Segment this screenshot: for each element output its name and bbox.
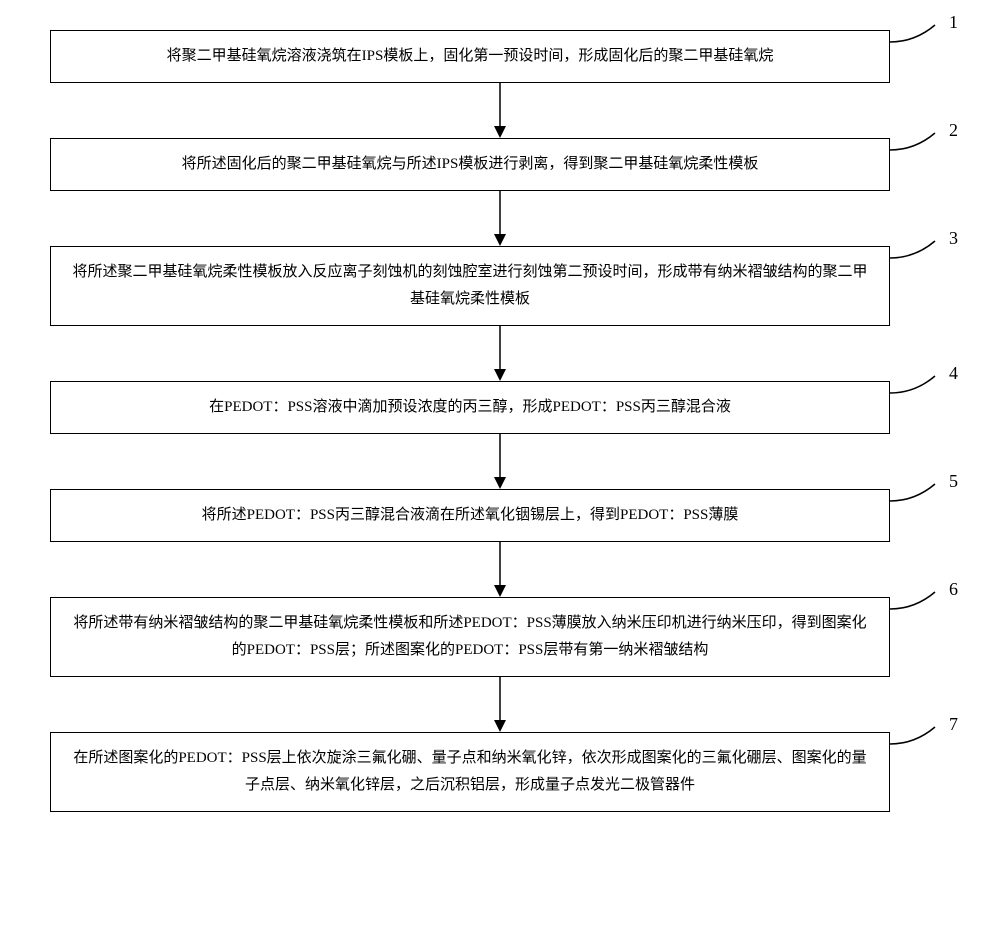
arrow-6-7 [80, 677, 920, 732]
arrow-2-3 [80, 191, 920, 246]
step-box-3: 将所述聚二甲基硅氧烷柔性模板放入反应离子刻蚀机的刻蚀腔室进行刻蚀第二预设时间，形… [50, 246, 890, 326]
step-text-6: 将所述带有纳米褶皱结构的聚二甲基硅氧烷柔性模板和所述PEDOT：PSS薄膜放入纳… [71, 610, 869, 664]
step-text-3: 将所述聚二甲基硅氧烷柔性模板放入反应离子刻蚀机的刻蚀腔室进行刻蚀第二预设时间，形… [71, 259, 869, 313]
step-row-4: 在PEDOT：PSS溶液中滴加预设浓度的丙三醇，形成PEDOT：PSS丙三醇混合… [50, 381, 950, 434]
step-row-2: 将所述固化后的聚二甲基硅氧烷与所述IPS模板进行剥离，得到聚二甲基硅氧烷柔性模板… [50, 138, 950, 191]
callout-6: 6 [890, 597, 950, 627]
step-box-2: 将所述固化后的聚二甲基硅氧烷与所述IPS模板进行剥离，得到聚二甲基硅氧烷柔性模板 [50, 138, 890, 191]
step-number-2: 2 [949, 120, 958, 141]
callout-7: 7 [890, 732, 950, 762]
step-box-4: 在PEDOT：PSS溶液中滴加预设浓度的丙三醇，形成PEDOT：PSS丙三醇混合… [50, 381, 890, 434]
step-box-1: 将聚二甲基硅氧烷溶液浇筑在IPS模板上，固化第一预设时间，形成固化后的聚二甲基硅… [50, 30, 890, 83]
step-text-2: 将所述固化后的聚二甲基硅氧烷与所述IPS模板进行剥离，得到聚二甲基硅氧烷柔性模板 [182, 151, 759, 178]
step-row-1: 将聚二甲基硅氧烷溶液浇筑在IPS模板上，固化第一预设时间，形成固化后的聚二甲基硅… [50, 30, 950, 83]
step-row-5: 将所述PEDOT：PSS丙三醇混合液滴在所述氧化铟锡层上，得到PEDOT：PSS… [50, 489, 950, 542]
step-row-3: 将所述聚二甲基硅氧烷柔性模板放入反应离子刻蚀机的刻蚀腔室进行刻蚀第二预设时间，形… [50, 246, 950, 326]
step-number-1: 1 [949, 12, 958, 33]
step-number-3: 3 [949, 228, 958, 249]
callout-3: 3 [890, 246, 950, 276]
step-text-4: 在PEDOT：PSS溶液中滴加预设浓度的丙三醇，形成PEDOT：PSS丙三醇混合… [209, 394, 731, 421]
callout-5: 5 [890, 489, 950, 519]
step-number-7: 7 [949, 714, 958, 735]
arrow-1-2 [80, 83, 920, 138]
step-row-6: 将所述带有纳米褶皱结构的聚二甲基硅氧烷柔性模板和所述PEDOT：PSS薄膜放入纳… [50, 597, 950, 677]
step-number-4: 4 [949, 363, 958, 384]
step-text-7: 在所述图案化的PEDOT：PSS层上依次旋涂三氟化硼、量子点和纳米氧化锌，依次形… [71, 745, 869, 799]
step-text-5: 将所述PEDOT：PSS丙三醇混合液滴在所述氧化铟锡层上，得到PEDOT：PSS… [202, 502, 739, 529]
step-number-5: 5 [949, 471, 958, 492]
arrow-5-6 [80, 542, 920, 597]
callout-2: 2 [890, 138, 950, 168]
step-box-6: 将所述带有纳米褶皱结构的聚二甲基硅氧烷柔性模板和所述PEDOT：PSS薄膜放入纳… [50, 597, 890, 677]
flowchart-container: 将聚二甲基硅氧烷溶液浇筑在IPS模板上，固化第一预设时间，形成固化后的聚二甲基硅… [50, 30, 950, 812]
step-number-6: 6 [949, 579, 958, 600]
arrow-4-5 [80, 434, 920, 489]
step-text-1: 将聚二甲基硅氧烷溶液浇筑在IPS模板上，固化第一预设时间，形成固化后的聚二甲基硅… [167, 43, 774, 70]
step-row-7: 在所述图案化的PEDOT：PSS层上依次旋涂三氟化硼、量子点和纳米氧化锌，依次形… [50, 732, 950, 812]
step-box-5: 将所述PEDOT：PSS丙三醇混合液滴在所述氧化铟锡层上，得到PEDOT：PSS… [50, 489, 890, 542]
arrow-3-4 [80, 326, 920, 381]
callout-1: 1 [890, 30, 950, 60]
callout-4: 4 [890, 381, 950, 411]
step-box-7: 在所述图案化的PEDOT：PSS层上依次旋涂三氟化硼、量子点和纳米氧化锌，依次形… [50, 732, 890, 812]
